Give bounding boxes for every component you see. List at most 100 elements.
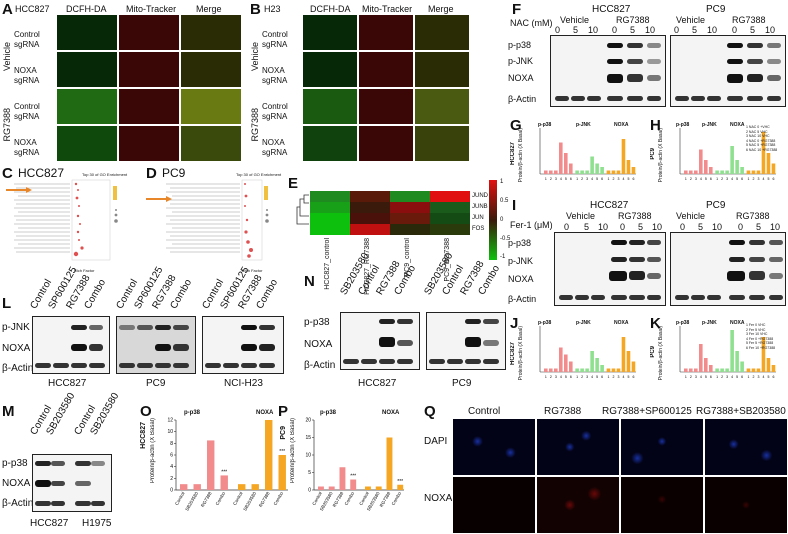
panel-b-col-1: DCFH-DA <box>310 4 351 14</box>
bar <box>699 344 703 372</box>
bar <box>715 368 719 372</box>
panel-g-label-3: NOXA <box>614 122 629 128</box>
panel-k-cell: PC9 <box>650 346 656 358</box>
panel-f-line-2: PC9 <box>706 4 726 15</box>
panel-f-dose: 0 <box>555 25 561 35</box>
panel-c-go-title: Top 30 of GO Enrichment <box>82 172 128 177</box>
panel-b-row-1: Control sgRNA <box>262 30 288 49</box>
panel-i-row-4: β-Actin <box>508 294 537 304</box>
panel-j-label-3: NOXA <box>614 320 629 326</box>
bar <box>735 160 739 174</box>
tick-label: 3 <box>617 375 619 379</box>
panel-m-line-1: HCC827 <box>30 518 69 529</box>
panel-letter-f: F <box>512 1 522 18</box>
tick-label: 6 <box>632 177 634 181</box>
tick-label: 3 <box>726 375 728 379</box>
panel-letter-m: M <box>2 403 15 420</box>
y-tick-label: 0 <box>308 488 311 494</box>
tick-label: 5 <box>565 375 567 379</box>
panel-m-row-1: p-p38 <box>2 458 28 469</box>
panel-c-go-plot <box>6 179 118 261</box>
x-tick-label: RG7388 <box>258 491 271 508</box>
bar <box>626 351 631 372</box>
bar <box>569 361 573 372</box>
panel-a-row-2: NOXA sgRNA <box>14 66 40 85</box>
bar <box>564 354 568 372</box>
panel-q-col-3: RG7388+SP600125 <box>602 406 692 417</box>
bar <box>549 170 553 174</box>
panel-i-row-3: NOXA <box>508 274 534 284</box>
panel-f-dose: 5 <box>573 25 579 35</box>
tick-label: 6 <box>772 177 774 181</box>
panel-letter-p: P <box>278 403 289 420</box>
panel-i-group-2: RG7388 <box>618 211 652 221</box>
x-tick-label: Combo <box>390 491 402 506</box>
tick-label: 5 <box>627 375 629 379</box>
panel-a-treat-rg: RG7388 <box>2 108 12 142</box>
panel-i-row-2: p-JNK <box>508 256 534 266</box>
panel-b-col-3: Merge <box>428 4 454 14</box>
panel-l-blot-3 <box>202 316 284 374</box>
panel-l-line-3: NCI-H23 <box>224 378 263 389</box>
panel-letter-d: D <box>146 165 157 182</box>
bar <box>616 368 621 372</box>
tick-label: 5 <box>767 177 769 181</box>
panel-letter-e: E <box>288 175 299 192</box>
tick-label: 1 <box>685 177 687 181</box>
panel-f-dose: 10 <box>645 25 656 35</box>
bar <box>585 170 589 174</box>
tick-label: 4 <box>762 177 764 181</box>
bar <box>766 358 771 372</box>
tick-label: 6 <box>601 375 603 379</box>
tick-label: 2 <box>721 177 723 181</box>
bar <box>397 484 404 490</box>
panel-l-line-1: HCC827 <box>48 378 87 389</box>
panel-n-line-2: PC9 <box>452 378 472 389</box>
panel-j-label-2: p-JNK <box>576 320 591 326</box>
tick-label: 5 <box>736 177 738 181</box>
panel-p-cell: PC9 <box>280 426 287 440</box>
panel-f-dose: 0 <box>612 25 618 35</box>
panel-k-legend-item: 2 Fer 5 VHC <box>746 327 766 332</box>
y-tick-label: 10 <box>305 453 311 459</box>
tick-label: 1 <box>576 375 578 379</box>
bar <box>564 153 568 174</box>
panel-e-gene-4: FOS <box>472 226 485 232</box>
panel-k-legend-item: 4 Fer 0 +RG7388 <box>746 336 774 341</box>
tick-label: 4 <box>762 375 764 379</box>
tick-label: 3 <box>617 177 619 181</box>
panel-q-col-1: Control <box>468 406 501 417</box>
panel-a-microscopy-grid <box>56 14 242 162</box>
bar <box>544 170 548 174</box>
panel-f-row-3: NOXA <box>508 73 534 83</box>
panel-i-dose: 10 <box>652 222 663 232</box>
panel-n-row-3: β-Actin <box>304 360 336 371</box>
bar <box>684 170 688 174</box>
panel-e-gene-3: JUN <box>472 215 484 221</box>
panel-q-col-2: RG7388 <box>544 406 582 417</box>
panel-k-label-2: p-JNK <box>702 320 717 326</box>
panel-d-go-plot <box>146 179 269 261</box>
tick-label: 3 <box>555 177 557 181</box>
panel-o-ylab: Protein/β-actin (X Basal) <box>150 418 156 484</box>
panel-a-treat-vehicle: Vehicle <box>2 42 12 72</box>
panel-h-legend-item: 3 NAC 10 VHC <box>746 134 770 138</box>
tick-label: 4 <box>591 177 593 181</box>
tick-label: 1 <box>685 375 687 379</box>
bar <box>595 358 599 372</box>
bar <box>611 170 616 174</box>
tick-label: 3 <box>586 375 588 379</box>
x-tick-label: Combo <box>272 491 284 506</box>
panel-f-group-3: Vehicle <box>676 15 706 25</box>
panel-letter-b: B <box>250 1 261 18</box>
tick-label: 4 <box>560 375 562 379</box>
panel-l-line-2: PC9 <box>146 378 166 389</box>
panel-g-label-2: p-JNK <box>576 122 591 128</box>
panel-i-dose: 5 <box>698 222 704 232</box>
panel-e-scale-4: -0.5 <box>500 236 511 242</box>
tick-label: 6 <box>601 177 603 181</box>
y-tick-label: 5 <box>308 470 311 476</box>
x-tick-label: Control <box>174 491 186 506</box>
significance-label: *** <box>279 449 285 455</box>
